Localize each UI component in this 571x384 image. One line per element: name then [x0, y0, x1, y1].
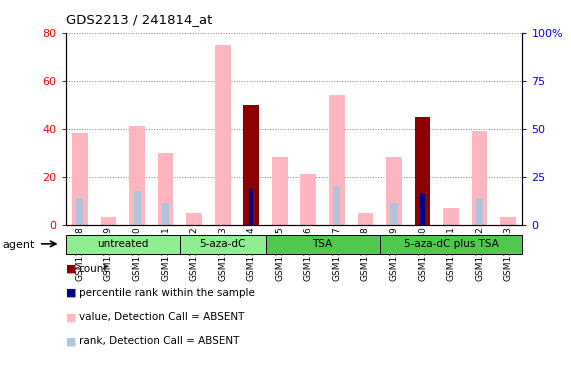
Bar: [134, 191, 140, 225]
Bar: [215, 45, 231, 225]
Bar: [500, 217, 516, 225]
Bar: [443, 208, 459, 225]
Bar: [333, 186, 340, 225]
FancyBboxPatch shape: [180, 235, 266, 254]
Bar: [129, 126, 145, 225]
Bar: [77, 198, 83, 225]
Bar: [300, 174, 316, 225]
Text: ■: ■: [66, 288, 76, 298]
FancyBboxPatch shape: [266, 235, 380, 254]
Text: value, Detection Call = ABSENT: value, Detection Call = ABSENT: [79, 312, 244, 322]
FancyBboxPatch shape: [66, 235, 180, 254]
Text: ■: ■: [66, 336, 76, 346]
Text: 5-aza-dC: 5-aza-dC: [199, 239, 246, 249]
Bar: [476, 198, 483, 225]
Bar: [391, 203, 397, 225]
Text: GDS2213 / 241814_at: GDS2213 / 241814_at: [66, 13, 212, 26]
Bar: [162, 203, 169, 225]
Text: 5-aza-dC plus TSA: 5-aza-dC plus TSA: [404, 239, 498, 249]
Text: untreated: untreated: [97, 239, 148, 249]
Text: TSA: TSA: [312, 239, 333, 249]
Bar: [186, 213, 202, 225]
Text: rank, Detection Call = ABSENT: rank, Detection Call = ABSENT: [79, 336, 239, 346]
Bar: [357, 213, 373, 225]
FancyBboxPatch shape: [380, 235, 522, 254]
Bar: [386, 157, 402, 225]
Text: ■: ■: [66, 312, 76, 322]
Bar: [72, 134, 88, 225]
Text: count: count: [79, 264, 108, 274]
Text: ■: ■: [66, 264, 76, 274]
Bar: [272, 157, 288, 225]
Bar: [249, 189, 254, 225]
Text: agent: agent: [3, 240, 35, 250]
Bar: [420, 194, 425, 225]
Bar: [158, 153, 174, 225]
Text: percentile rank within the sample: percentile rank within the sample: [79, 288, 255, 298]
Bar: [415, 117, 431, 225]
Bar: [100, 217, 116, 225]
Bar: [329, 95, 345, 225]
Bar: [472, 131, 488, 225]
Bar: [243, 105, 259, 225]
